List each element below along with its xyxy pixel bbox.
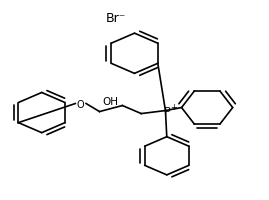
Text: +: + bbox=[170, 103, 177, 111]
Text: P: P bbox=[163, 106, 170, 116]
Text: OH: OH bbox=[102, 96, 118, 106]
Text: O: O bbox=[77, 99, 84, 109]
Text: Br⁻: Br⁻ bbox=[105, 12, 126, 24]
